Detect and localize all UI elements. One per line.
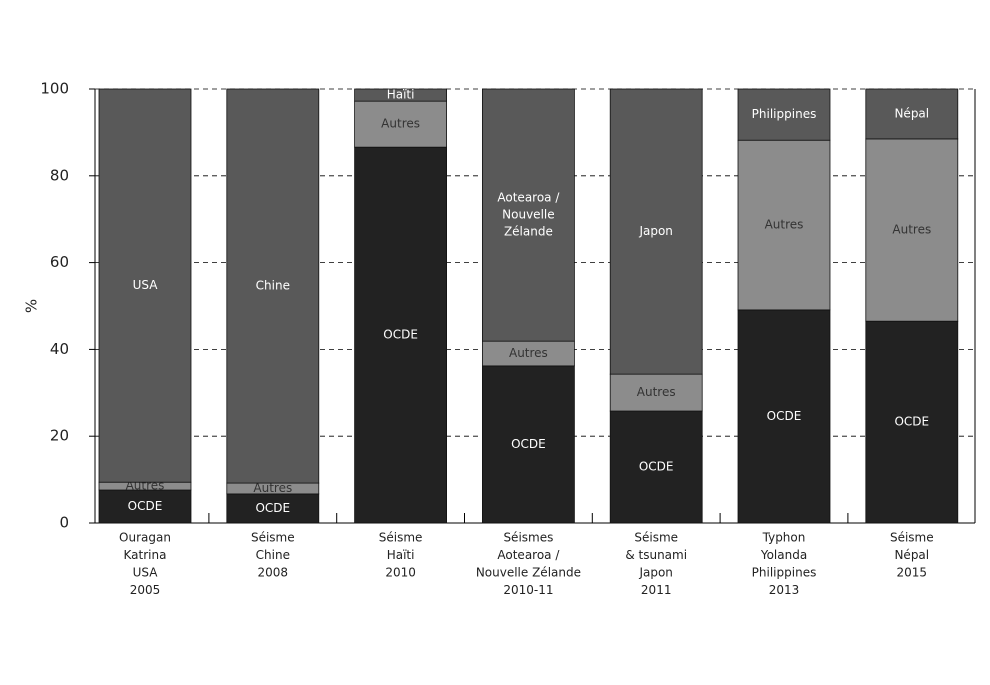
segment-label: Japon: [638, 224, 672, 238]
bar-segment: [609, 410, 703, 524]
y-tick-label: 0: [59, 514, 69, 532]
x-tick-label: Haïti: [387, 548, 415, 562]
segment-label: Aotearoa /: [497, 191, 560, 205]
x-tick-label: & tsunami: [625, 548, 687, 562]
y-tick-label: 60: [50, 253, 69, 271]
x-tick-label: Japon: [638, 566, 672, 580]
x-tick-label: 2005: [130, 583, 161, 597]
bar-segment: [609, 373, 703, 412]
x-tick-label: 2011: [641, 583, 672, 597]
x-tick-label: Philippines: [752, 566, 817, 580]
segment-label: OCDE: [894, 415, 929, 429]
bar-segment: [98, 88, 192, 483]
segment-label: OCDE: [255, 501, 290, 515]
bar-segment: [481, 340, 575, 367]
y-tick-label: 40: [50, 340, 69, 358]
y-tick-label: 20: [50, 427, 69, 445]
bar-segment: [865, 138, 959, 322]
segment-label: Haïti: [387, 88, 415, 102]
segment-label: Zélande: [504, 225, 553, 239]
x-tick-label: Nouvelle Zélande: [476, 566, 581, 580]
bar-segment: [865, 320, 959, 524]
segment-label: Autres: [637, 385, 676, 399]
segment-label: USA: [133, 278, 159, 292]
bar-segment: [609, 88, 703, 375]
x-tick-label: Séisme: [634, 531, 678, 545]
x-tick-label: Népal: [894, 548, 929, 562]
bar-segment: [737, 88, 831, 141]
segment-label: Népal: [894, 106, 929, 120]
bar-segment: [865, 88, 959, 140]
y-axis-label: %: [23, 299, 41, 313]
x-tick-label: Ouragan: [119, 531, 171, 545]
x-tick-label: Aotearoa /: [497, 548, 560, 562]
bar-segment: [226, 88, 320, 484]
bar-segment: [226, 493, 320, 524]
x-tick-label: Séismes: [503, 531, 553, 545]
bar-segment: [737, 309, 831, 524]
bar-segment: [481, 365, 575, 524]
x-tick-label: Séisme: [890, 531, 934, 545]
x-tick-label: Séisme: [379, 531, 423, 545]
y-tick-label: 80: [50, 166, 69, 184]
bar-segment: [737, 139, 831, 311]
segment-label: Philippines: [752, 107, 817, 121]
x-tick-label: 2010-11: [503, 583, 553, 597]
bar-segment: [354, 100, 448, 148]
segment-label: Autres: [253, 481, 292, 495]
segment-label: Autres: [892, 223, 931, 237]
x-tick-label: Katrina: [124, 548, 167, 562]
bar-segment: [354, 88, 448, 102]
x-tick-label: 2008: [258, 566, 289, 580]
segment-label: Autres: [765, 218, 804, 232]
segment-label: Chine: [256, 279, 290, 293]
y-tick-label: 100: [40, 80, 69, 98]
segment-label: OCDE: [767, 409, 802, 423]
segment-label: OCDE: [128, 499, 163, 513]
segment-label: OCDE: [511, 437, 546, 451]
x-tick-label: Séisme: [251, 531, 295, 545]
bar-segment: [481, 88, 575, 342]
x-tick-label: 2013: [769, 583, 800, 597]
x-tick-label: USA: [133, 566, 159, 580]
x-tick-label: 2015: [897, 566, 928, 580]
segment-label: Autres: [509, 346, 548, 360]
segment-label: Nouvelle: [502, 208, 554, 222]
x-tick-label: Chine: [256, 548, 290, 562]
x-tick-label: 2010: [385, 566, 416, 580]
segment-label: OCDE: [639, 460, 674, 474]
x-tick-label: Yolanda: [760, 548, 807, 562]
segment-label: Autres: [381, 117, 420, 131]
segment-label: OCDE: [383, 328, 418, 342]
x-tick-label: Typhon: [762, 531, 806, 545]
